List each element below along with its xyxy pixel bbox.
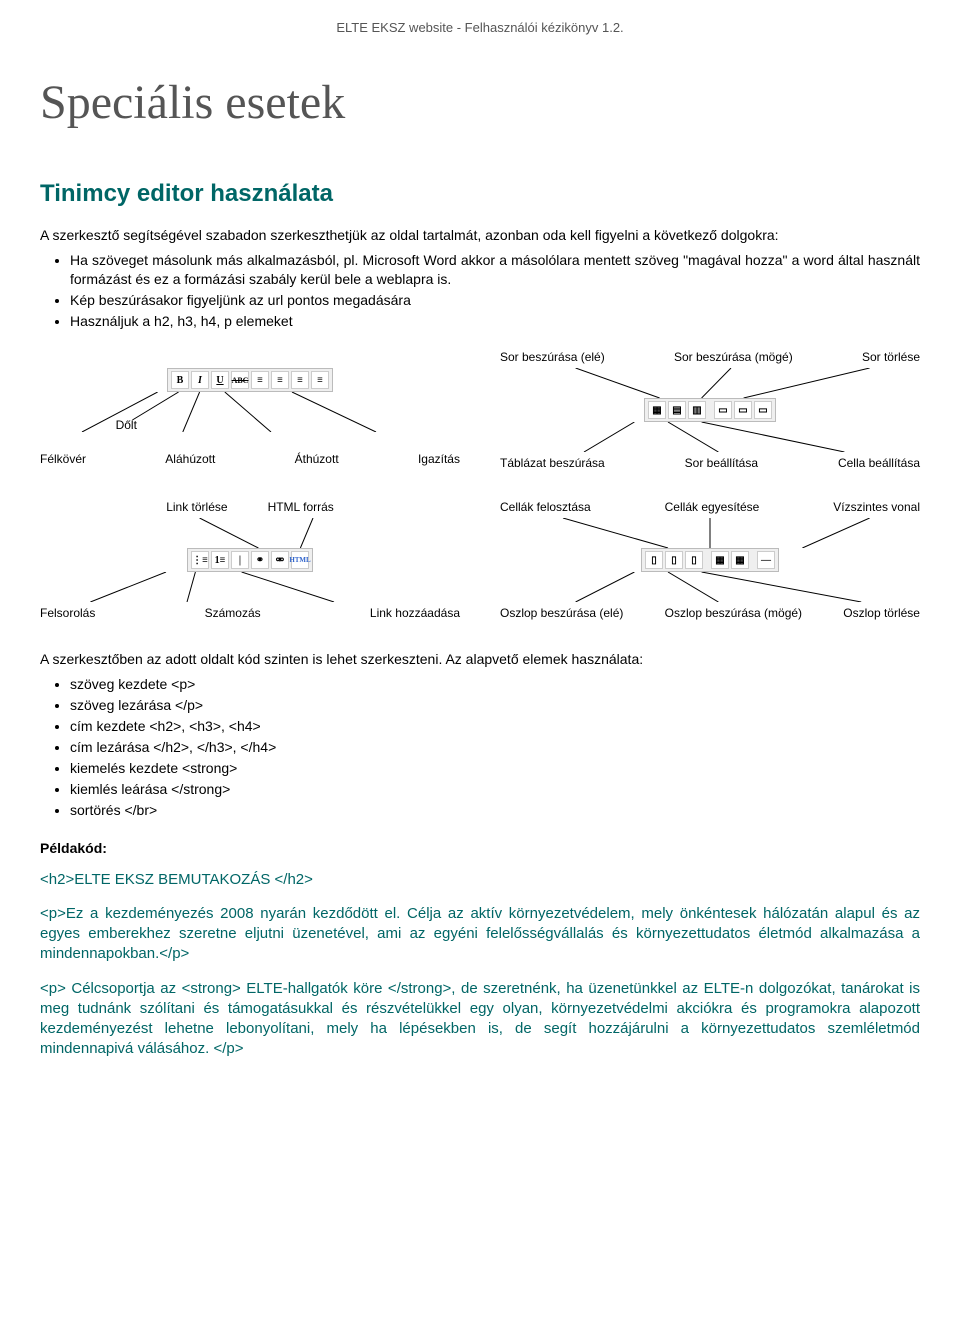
example-code-p2: <p> Célcsoportja az <strong> ELTE-hallga… xyxy=(40,979,920,1060)
list-link-toolbar: ⋮≡ 1≡ | ⚭ ⚮ HTML xyxy=(187,548,313,572)
unlink-label: Link törlése xyxy=(166,500,227,514)
hr-label: Vízszintes vonal xyxy=(833,500,920,514)
col-insert-after-label: Oszlop beszúrása (mögé) xyxy=(665,606,802,620)
column-toolbar: ▯ ▯ ▯ ▦ ▦ — xyxy=(641,548,779,572)
col-before-icon: ▯ xyxy=(645,551,663,569)
list-item: kiemlés leárása </strong> xyxy=(70,780,920,799)
strikethrough-icon: ABC xyxy=(231,371,249,389)
table-insert-icon: ▦ xyxy=(648,401,666,419)
example-code-p1: <p>Ez a kezdeményezés 2008 nyarán kezdőd… xyxy=(40,904,920,965)
intro-paragraph: A szerkesztő segítségével szabadon szerk… xyxy=(40,226,920,245)
split-cells-label: Cellák felosztása xyxy=(500,500,591,514)
row-insert-before-label: Sor beszúrása (elé) xyxy=(500,350,605,364)
split-cell-icon: ▦ xyxy=(711,551,729,569)
row-delete-label: Sor törlése xyxy=(862,350,920,364)
connector-lines xyxy=(500,572,920,602)
formatting-toolbar: B I U ABC ≡ ≡ ≡ ≡ xyxy=(167,368,333,392)
list-item: szöveg kezdete <p> xyxy=(70,675,920,694)
merge-cells-label: Cellák egyesítése xyxy=(665,500,760,514)
align-left-icon: ≡ xyxy=(251,371,269,389)
list-item: sortörés </br> xyxy=(70,801,920,820)
html-icon: HTML xyxy=(291,551,309,569)
col-delete-label: Oszlop törlése xyxy=(843,606,920,620)
list-item: Használjuk a h2, h3, h4, p elemeket xyxy=(70,312,920,331)
merge-cell-icon: ▦ xyxy=(731,551,749,569)
align-justify-icon: ≡ xyxy=(311,371,329,389)
row-settings-label: Sor beállítása xyxy=(685,456,758,470)
underline-icon: U xyxy=(211,371,229,389)
align-label: Igazítás xyxy=(418,452,460,466)
col-delete-icon: ▯ xyxy=(685,551,703,569)
strike-label: Áthúzott xyxy=(295,452,339,466)
row-insert-after-label: Sor beszúrása (mögé) xyxy=(674,350,793,364)
table-row-group: Sor beszúrása (elé) Sor beszúrása (mögé)… xyxy=(500,350,920,470)
bold-icon: B xyxy=(171,371,189,389)
intro-bullet-list: Ha szöveget másolunk más alkalmazásból, … xyxy=(70,251,920,331)
page-header: ELTE EKSZ website - Felhasználói kézikön… xyxy=(40,20,920,35)
list-item: Kép beszúrásakor figyeljünk az url ponto… xyxy=(70,291,920,310)
table-column-group: Cellák felosztása Cellák egyesítése Vízs… xyxy=(500,500,920,620)
connector-lines xyxy=(40,392,460,432)
row-delete-icon: ▭ xyxy=(754,401,772,419)
connector-lines xyxy=(500,422,920,452)
connector-lines xyxy=(500,518,920,548)
connector-lines xyxy=(40,572,460,602)
cell-settings-label: Cella beállítása xyxy=(838,456,920,470)
numbered-list-label: Számozás xyxy=(205,606,261,620)
editor-toolbar-diagram: B I U ABC ≡ ≡ ≡ ≡ Dőlt xyxy=(40,350,920,620)
row-props-icon: ▤ xyxy=(668,401,686,419)
section-subtitle: Tinimcy editor használata xyxy=(40,180,920,208)
bullet-list-icon: ⋮≡ xyxy=(191,551,209,569)
hr-icon: — xyxy=(757,551,775,569)
example-code-label: Példakód: xyxy=(40,840,920,856)
connector-lines xyxy=(40,518,460,548)
connector-lines xyxy=(500,368,920,398)
list-item: cím lezárása </h2>, </h3>, </h4> xyxy=(70,738,920,757)
col-after-icon: ▯ xyxy=(665,551,683,569)
link-icon: ⚭ xyxy=(251,551,269,569)
separator-icon: | xyxy=(231,551,249,569)
col-insert-before-label: Oszlop beszúrása (elé) xyxy=(500,606,623,620)
italic-label: Dőlt xyxy=(116,418,137,432)
example-code-h2: <h2>ELTE EKSZ BEMUTAKOZÁS </h2> xyxy=(40,870,920,890)
align-center-icon: ≡ xyxy=(271,371,289,389)
list-item: szöveg lezárása </p> xyxy=(70,696,920,715)
bold-label: Félkövér xyxy=(40,452,86,466)
unlink-icon: ⚮ xyxy=(271,551,289,569)
list-item: Ha szöveget másolunk más alkalmazásból, … xyxy=(70,251,920,289)
formatting-group: B I U ABC ≡ ≡ ≡ ≡ Dőlt xyxy=(40,350,460,470)
table-insert-label: Táblázat beszúrása xyxy=(500,456,605,470)
main-title: Speciális esetek xyxy=(40,75,920,130)
html-source-label: HTML forrás xyxy=(268,500,334,514)
list-item: cím kezdete <h2>, <h3>, <h4> xyxy=(70,717,920,736)
cell-props-icon: ▥ xyxy=(688,401,706,419)
list-item: kiemelés kezdete <strong> xyxy=(70,759,920,778)
table-toolbar: ▦ ▤ ▥ ▭ ▭ ▭ xyxy=(644,398,776,422)
list-link-group: Link törlése HTML forrás ⋮≡ 1≡ | ⚭ ⚮ HTM… xyxy=(40,500,460,620)
code-intro-paragraph: A szerkesztőben az adott oldalt kód szin… xyxy=(40,650,920,669)
align-right-icon: ≡ xyxy=(291,371,309,389)
code-elements-list: szöveg kezdete <p> szöveg lezárása </p> … xyxy=(70,675,920,819)
bullet-list-label: Felsorolás xyxy=(40,606,95,620)
row-before-icon: ▭ xyxy=(714,401,732,419)
add-link-label: Link hozzáadása xyxy=(370,606,460,620)
row-after-icon: ▭ xyxy=(734,401,752,419)
underline-label: Aláhúzott xyxy=(165,452,215,466)
numbered-list-icon: 1≡ xyxy=(211,551,229,569)
italic-icon: I xyxy=(191,371,209,389)
